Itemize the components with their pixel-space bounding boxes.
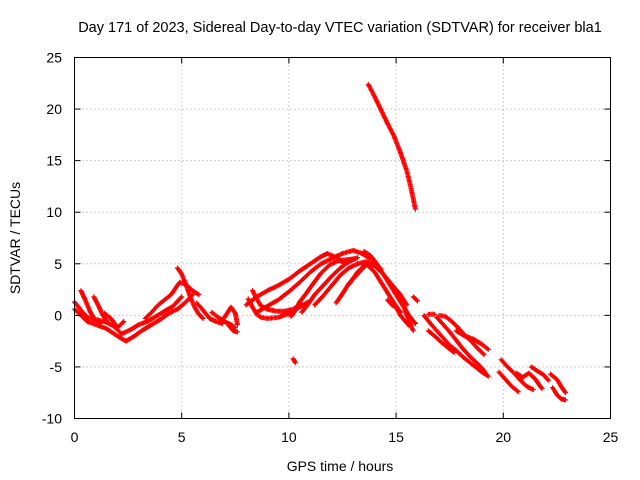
data-track [425,328,457,355]
data-track [254,247,373,315]
axis-ticks: 0 5 10 15 20 25 -10 -5 0 5 10 15 20 25 [42,50,619,446]
y-tick-label: 25 [46,50,62,66]
x-axis-label: GPS time / hours [287,458,394,474]
data-points [453,328,491,352]
data-points [496,369,521,395]
x-tick-label: 10 [281,429,297,445]
data-points [254,247,373,315]
data-points [410,294,420,304]
y-tick-label: -10 [42,411,62,427]
data-points [78,288,103,327]
data-points [548,371,568,396]
data-track [91,294,110,323]
data-points [217,304,240,328]
plot-frame [74,57,611,419]
data-track [410,294,420,304]
data-points [226,323,240,335]
data-points [550,385,568,403]
data-points [365,81,418,212]
data-points [91,294,110,323]
data-points [425,311,438,317]
data-points [513,370,545,392]
data-track [385,297,412,329]
data-track [434,314,489,377]
data-track [226,323,240,335]
data-points [290,356,298,366]
data-track [194,300,225,327]
data-track [365,81,418,212]
data-points [402,307,416,334]
data-track [290,356,298,366]
data-points [434,314,489,377]
data-track [288,256,358,319]
data-track [421,312,491,379]
grid [74,57,611,419]
y-axis-label: SDTVAR / TECUs [7,182,23,294]
data-points [299,255,360,315]
data-track [496,369,521,395]
data-track [453,328,491,352]
y-tick-label: 15 [46,153,62,169]
y-tick-label: 5 [54,256,62,272]
data-points [288,256,358,319]
data-track [78,288,103,327]
data-points [425,328,457,355]
data-track [513,370,545,392]
y-tick-label: -5 [50,359,63,375]
data-track [217,304,240,328]
chart-title: Day 171 of 2023, Sidereal Day-to-day VTE… [78,20,602,36]
data-track [548,371,568,396]
data-track [102,310,127,331]
y-tick-label: 20 [46,101,62,117]
data-series [72,81,568,403]
x-tick-label: 15 [388,429,404,445]
x-tick-label: 20 [496,429,512,445]
data-track [402,307,416,334]
data-points [385,297,412,329]
data-points [421,312,491,379]
x-tick-label: 5 [178,429,186,445]
y-tick-label: 0 [54,307,62,323]
data-points [102,310,127,331]
x-tick-label: 0 [71,429,79,445]
data-track [550,385,568,403]
data-track [425,311,438,317]
data-points [174,265,206,321]
data-points [528,364,551,383]
x-tick-label: 25 [603,429,619,445]
data-track [299,255,360,315]
data-track [528,364,551,383]
y-tick-label: 10 [46,204,62,220]
data-track [174,265,206,321]
data-points [194,300,225,327]
